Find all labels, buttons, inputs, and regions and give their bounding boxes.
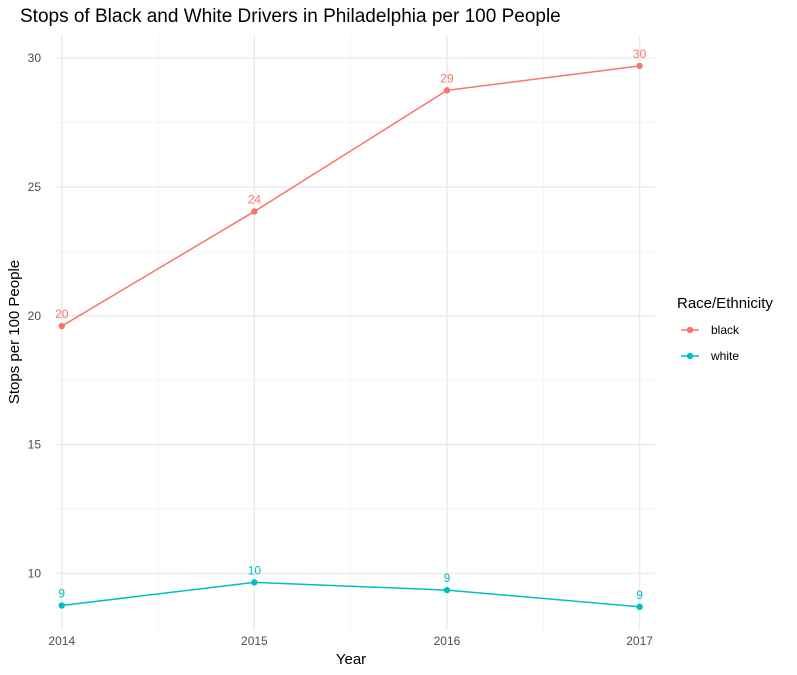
series-line <box>61 581 640 608</box>
data-point <box>58 602 65 609</box>
x-tick-label: 2017 <box>626 634 653 648</box>
data-point <box>443 87 451 94</box>
y-tick-label: 25 <box>28 180 42 194</box>
data-label: 9 <box>444 571 451 585</box>
y-axis: 10 15 20 25 30 <box>28 51 42 580</box>
data-label: 29 <box>440 71 454 85</box>
series-line <box>61 65 640 327</box>
data-label: 30 <box>633 47 647 61</box>
legend-item-black: black <box>681 323 740 337</box>
data-label: 20 <box>55 307 69 321</box>
legend-key-point <box>686 326 694 334</box>
y-axis-title: Stops per 100 People <box>6 260 23 404</box>
chart-title: Stops of Black and White Drivers in Phil… <box>20 6 561 27</box>
data-point <box>636 603 643 611</box>
series-black: 20 24 29 30 <box>55 47 647 330</box>
x-tick-label: 2015 <box>241 634 268 648</box>
x-axis: 2014 2015 2016 2017 <box>48 634 653 648</box>
legend: Race/Ethnicity black white <box>677 295 773 363</box>
y-tick-label: 10 <box>28 566 42 580</box>
data-point <box>251 208 258 215</box>
data-point <box>443 586 451 594</box>
legend-label: white <box>710 349 739 363</box>
data-label: 24 <box>248 192 262 206</box>
x-axis-title: Year <box>336 651 366 668</box>
y-tick-label: 30 <box>28 51 42 65</box>
data-point <box>251 579 258 586</box>
legend-title: Race/Ethnicity <box>677 295 773 312</box>
data-label: 10 <box>248 563 262 577</box>
data-label: 9 <box>636 588 643 602</box>
grid <box>56 35 655 630</box>
x-tick-label: 2016 <box>434 634 461 648</box>
x-tick-label: 2014 <box>48 634 75 648</box>
series-layer: 20 24 29 30 9 10 9 9 <box>55 47 647 611</box>
y-tick-label: 20 <box>28 309 42 323</box>
data-point <box>58 322 65 330</box>
data-point <box>636 62 643 70</box>
legend-label: black <box>711 323 740 337</box>
data-label: 9 <box>58 587 65 601</box>
legend-key-point <box>686 352 694 360</box>
legend-item-white: white <box>681 349 739 363</box>
y-tick-label: 15 <box>28 438 42 452</box>
series-white: 9 10 9 9 <box>58 563 643 611</box>
